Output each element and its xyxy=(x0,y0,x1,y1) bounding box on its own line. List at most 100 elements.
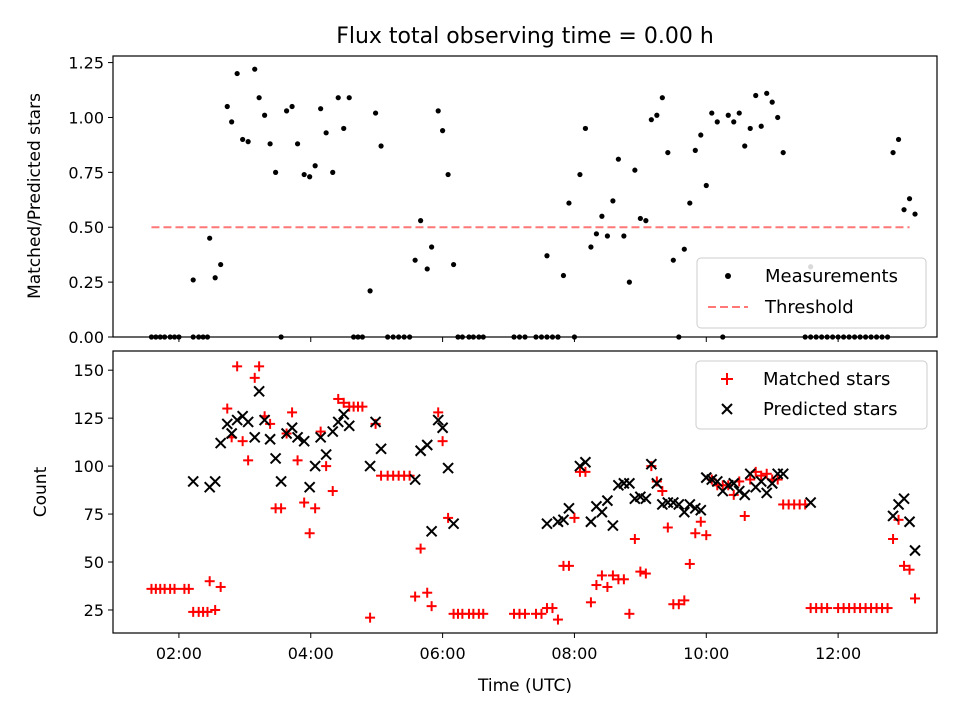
predicted-star-point xyxy=(744,468,756,480)
matched-star-point xyxy=(183,583,194,594)
predicted-x-b xyxy=(436,422,449,434)
predicted-x-b xyxy=(286,422,298,434)
predicted-star-point xyxy=(557,514,570,526)
predicted-star-point xyxy=(887,510,899,522)
predicted-x-b xyxy=(596,506,608,518)
matched-star-point xyxy=(629,534,640,544)
predicted-x-b xyxy=(320,448,332,461)
predicted-star-point xyxy=(903,516,916,528)
bottom-x-tick-label: 10:00 xyxy=(683,644,729,663)
predicted-x-b xyxy=(258,414,271,426)
matched-star-point xyxy=(520,608,530,619)
top-y-tick-label: 1.00 xyxy=(68,108,104,127)
predicted-x-b xyxy=(303,481,316,493)
bottom-x-tick-label: 04:00 xyxy=(288,644,334,663)
predicted-x-b xyxy=(298,435,310,447)
predicted-x-b xyxy=(601,494,614,507)
predicted-star-point xyxy=(728,477,740,490)
measurement-point xyxy=(775,114,781,121)
bottom-x-tick-label: 12:00 xyxy=(815,644,861,663)
predicted-x-b xyxy=(739,489,751,501)
predicted-star-point xyxy=(303,481,316,493)
matched-star-point xyxy=(893,514,904,525)
predicted-star-point xyxy=(447,517,460,530)
predicted-x-b xyxy=(590,500,603,513)
predicted-x-b xyxy=(447,517,460,530)
measurement-point xyxy=(703,182,709,189)
measurement-point xyxy=(435,108,441,114)
top-y-tick-label: 1.25 xyxy=(68,54,104,73)
legend-measurements-marker xyxy=(725,273,731,279)
measurement-point xyxy=(566,200,572,206)
predicted-star-point xyxy=(898,493,910,505)
predicted-x-b xyxy=(711,475,723,488)
predicted-star-point xyxy=(579,456,592,468)
matched-star-point xyxy=(357,401,368,412)
matched-star-point xyxy=(333,393,344,404)
measurement-point xyxy=(212,275,218,281)
matched-star-point xyxy=(169,583,180,594)
measurement-point xyxy=(906,196,913,202)
matched-star-point xyxy=(204,576,215,587)
matched-star-point xyxy=(443,512,454,523)
predicted-x-b xyxy=(903,516,916,528)
top-y-tick-label: 0.75 xyxy=(68,163,104,182)
predicted-x-b xyxy=(291,431,304,444)
matched-star-point xyxy=(563,560,574,571)
predicted-x-b xyxy=(645,458,658,470)
predicted-star-point xyxy=(275,475,287,488)
bottom-y-tick-label: 100 xyxy=(73,457,104,476)
measurement-point xyxy=(224,103,230,110)
matched-star-point xyxy=(624,608,635,619)
matched-star-point xyxy=(299,497,310,508)
matched-star-point xyxy=(679,595,690,606)
measurement-point xyxy=(283,108,290,114)
predicted-star-point xyxy=(755,475,767,488)
measurement-point xyxy=(901,207,907,213)
measurement-point xyxy=(604,233,611,239)
predicted-x-b xyxy=(678,506,691,518)
matched-star-point xyxy=(640,568,651,579)
matched-star-point xyxy=(673,599,684,610)
predicted-x-b xyxy=(187,475,199,488)
matched-star-point xyxy=(899,560,910,571)
measurement-point xyxy=(245,139,251,145)
measurement-point xyxy=(262,112,268,118)
predicted-star-point xyxy=(320,448,332,461)
predicted-x-b xyxy=(689,502,702,515)
measurement-point xyxy=(240,136,246,143)
predicted-x-b xyxy=(634,491,647,503)
predicted-x-b xyxy=(338,408,350,421)
predicted-x-b xyxy=(309,460,321,472)
measurement-point xyxy=(753,92,759,99)
measurement-point xyxy=(312,163,318,169)
measurement-point xyxy=(294,141,301,147)
measurement-point xyxy=(687,200,693,206)
predicted-star-point xyxy=(777,468,789,480)
predicted-star-point xyxy=(291,431,304,444)
measurement-point xyxy=(367,288,373,294)
predicted-x-b xyxy=(327,425,339,438)
legend-measurements-label: Measurements xyxy=(765,266,898,287)
measurement-point xyxy=(267,141,273,147)
predicted-x-b xyxy=(777,468,789,480)
predicted-x-b xyxy=(804,496,817,509)
predicted-star-point xyxy=(442,462,454,474)
chart-title: Flux total observing time = 0.00 h xyxy=(336,24,714,49)
predicted-x-b xyxy=(574,460,586,472)
predicted-x-b xyxy=(766,477,778,490)
measurement-point xyxy=(670,257,676,263)
measurement-point xyxy=(229,119,235,125)
matched-star-point xyxy=(222,403,233,414)
measurement-point xyxy=(234,70,240,77)
matched-star-point xyxy=(478,608,489,619)
predicted-star-point xyxy=(264,433,276,445)
measurement-point xyxy=(692,147,698,153)
predicted-star-point xyxy=(436,422,449,434)
matched-star-point xyxy=(910,593,921,604)
measurement-point xyxy=(764,90,770,96)
predicted-star-point xyxy=(673,498,685,511)
predicted-star-point xyxy=(221,418,233,430)
matched-star-point xyxy=(370,418,381,429)
